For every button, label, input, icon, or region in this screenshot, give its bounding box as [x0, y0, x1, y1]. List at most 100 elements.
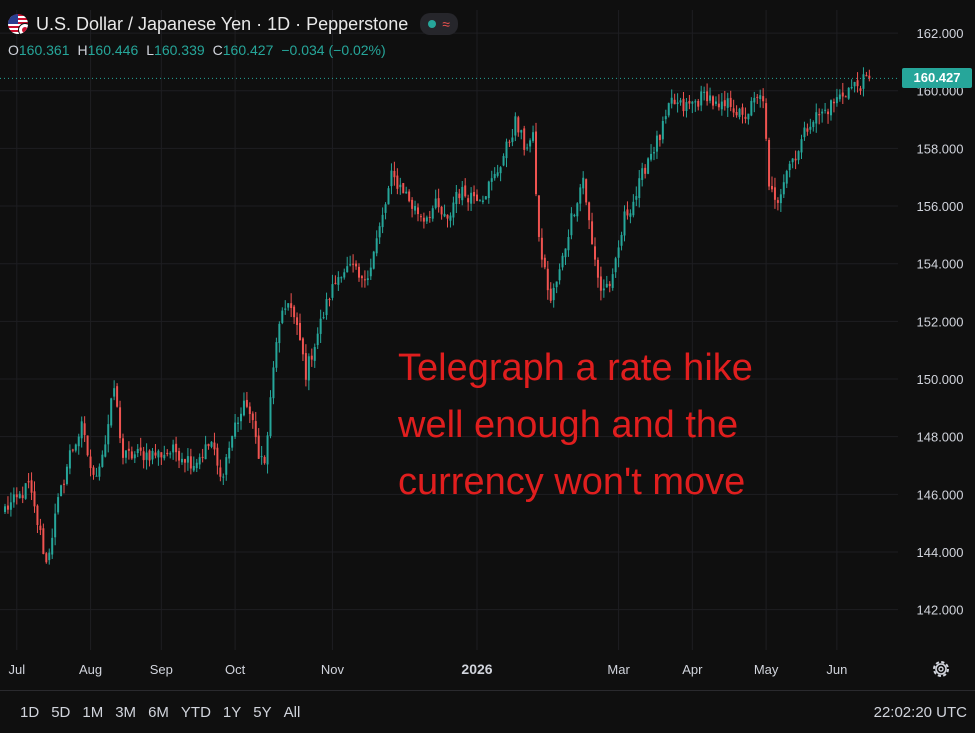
price-tick-label: 146.000 — [917, 487, 964, 502]
utc-clock[interactable]: 22:02:20 UTC — [873, 704, 967, 721]
candle-body — [461, 186, 464, 201]
range-1m-button[interactable]: 1M — [82, 704, 104, 721]
candle-body — [723, 100, 726, 107]
candle-body — [181, 458, 183, 463]
candle-body — [688, 100, 691, 104]
range-6m-button[interactable]: 6M — [148, 704, 169, 721]
candle-body — [384, 204, 387, 213]
market-status-pill[interactable]: ≈ — [420, 13, 458, 35]
candle-body — [638, 178, 641, 198]
candle-body — [794, 158, 797, 161]
gear-icon[interactable] — [930, 658, 952, 680]
candle-body — [706, 91, 709, 102]
candle-body — [753, 97, 756, 103]
candle-body — [741, 107, 744, 115]
candle-body — [15, 494, 18, 498]
change-value: −0.034 (−0.02%) — [281, 42, 386, 58]
candle-body — [611, 274, 614, 288]
candle-body — [809, 126, 812, 130]
candle-body — [564, 248, 567, 258]
candle-body — [51, 537, 54, 555]
us-flag-icon — [8, 14, 28, 34]
candle-body — [832, 101, 835, 104]
time-tick-label: Mar — [607, 662, 630, 677]
candle-body — [192, 466, 195, 471]
candle-body — [74, 444, 77, 451]
candle-body — [116, 386, 119, 407]
candle-body — [92, 467, 95, 475]
candle-body — [467, 198, 470, 203]
time-tick-label: Jun — [826, 662, 847, 677]
candle-body — [343, 272, 346, 278]
jp-flag-icon — [18, 23, 28, 34]
candle-body — [352, 263, 355, 265]
candle-body — [45, 553, 48, 563]
candle-body — [219, 467, 222, 477]
candle-body — [599, 276, 602, 291]
range-5y-button[interactable]: 5Y — [253, 704, 272, 721]
range-3m-button[interactable]: 3M — [115, 704, 137, 721]
price-tick-label: 142.000 — [917, 603, 964, 618]
candle-body — [537, 195, 540, 237]
candle-body — [301, 338, 304, 355]
candle-body — [127, 448, 130, 451]
candle-body — [369, 267, 372, 277]
candle-body — [393, 170, 396, 178]
annotation-line: Telegraph a rate hike — [398, 347, 753, 389]
candle-body — [682, 98, 685, 112]
candle-body — [89, 456, 92, 469]
candle-body — [821, 111, 824, 114]
candle-body — [334, 282, 337, 284]
candle-body — [762, 96, 765, 102]
candle-body — [405, 191, 408, 194]
candle-body — [641, 168, 644, 180]
candle-body — [381, 214, 384, 228]
candle-body — [694, 101, 697, 103]
candle-body — [532, 132, 535, 141]
price-axis[interactable]: 142.000 144.000 146.000 148.000 150.000 152.0… — [917, 26, 964, 618]
candle-body — [729, 97, 732, 107]
chart-grid — [0, 10, 898, 650]
candle-body — [806, 128, 809, 132]
candle-body — [169, 453, 172, 455]
candle-body — [800, 139, 803, 153]
candle-body — [331, 284, 334, 298]
candle-body — [122, 438, 124, 458]
candle-body — [337, 277, 340, 285]
candle-body — [375, 238, 378, 254]
time-axis[interactable]: Jul Aug Sep Oct Nov 2026 Mar Apr May Jun — [8, 661, 847, 677]
candle-body — [449, 215, 452, 221]
candle-body — [614, 258, 617, 273]
candle-body — [278, 323, 281, 344]
range-1y-button[interactable]: 1Y — [222, 704, 242, 721]
symbol-title[interactable]: U.S. Dollar / Japanese Yen · 1D · Pepper… — [36, 13, 409, 34]
candle-body — [856, 80, 859, 87]
candle-body — [452, 202, 455, 218]
range-all-button[interactable]: All — [283, 704, 301, 721]
candle-body — [747, 113, 750, 120]
candle-body — [234, 422, 237, 437]
range-1d-button[interactable]: 1D — [20, 704, 40, 721]
price-chart[interactable]: 142.000 144.000 146.000 148.000 150.000 152.0… — [0, 0, 975, 690]
candle-body — [558, 269, 561, 281]
candle-body — [172, 444, 175, 453]
candle-body — [178, 451, 181, 461]
price-tick-label: 150.000 — [917, 372, 964, 387]
candle-body — [325, 299, 328, 316]
candle-body — [844, 96, 847, 98]
range-ytd-button[interactable]: YTD — [180, 704, 211, 721]
range-5d-button[interactable]: 5D — [51, 704, 71, 721]
candle-body — [266, 435, 269, 465]
candle-body — [567, 237, 570, 251]
candle-body — [95, 475, 98, 477]
candle-body — [12, 494, 15, 503]
candle-body — [242, 400, 245, 416]
time-tick-label: Oct — [225, 662, 246, 677]
candle-body — [36, 505, 39, 526]
candle-body — [632, 201, 635, 216]
candle-body — [355, 263, 358, 267]
candle-body — [549, 288, 552, 301]
candle-body — [4, 506, 6, 513]
candle-body — [768, 139, 771, 187]
candle-body — [552, 287, 555, 301]
